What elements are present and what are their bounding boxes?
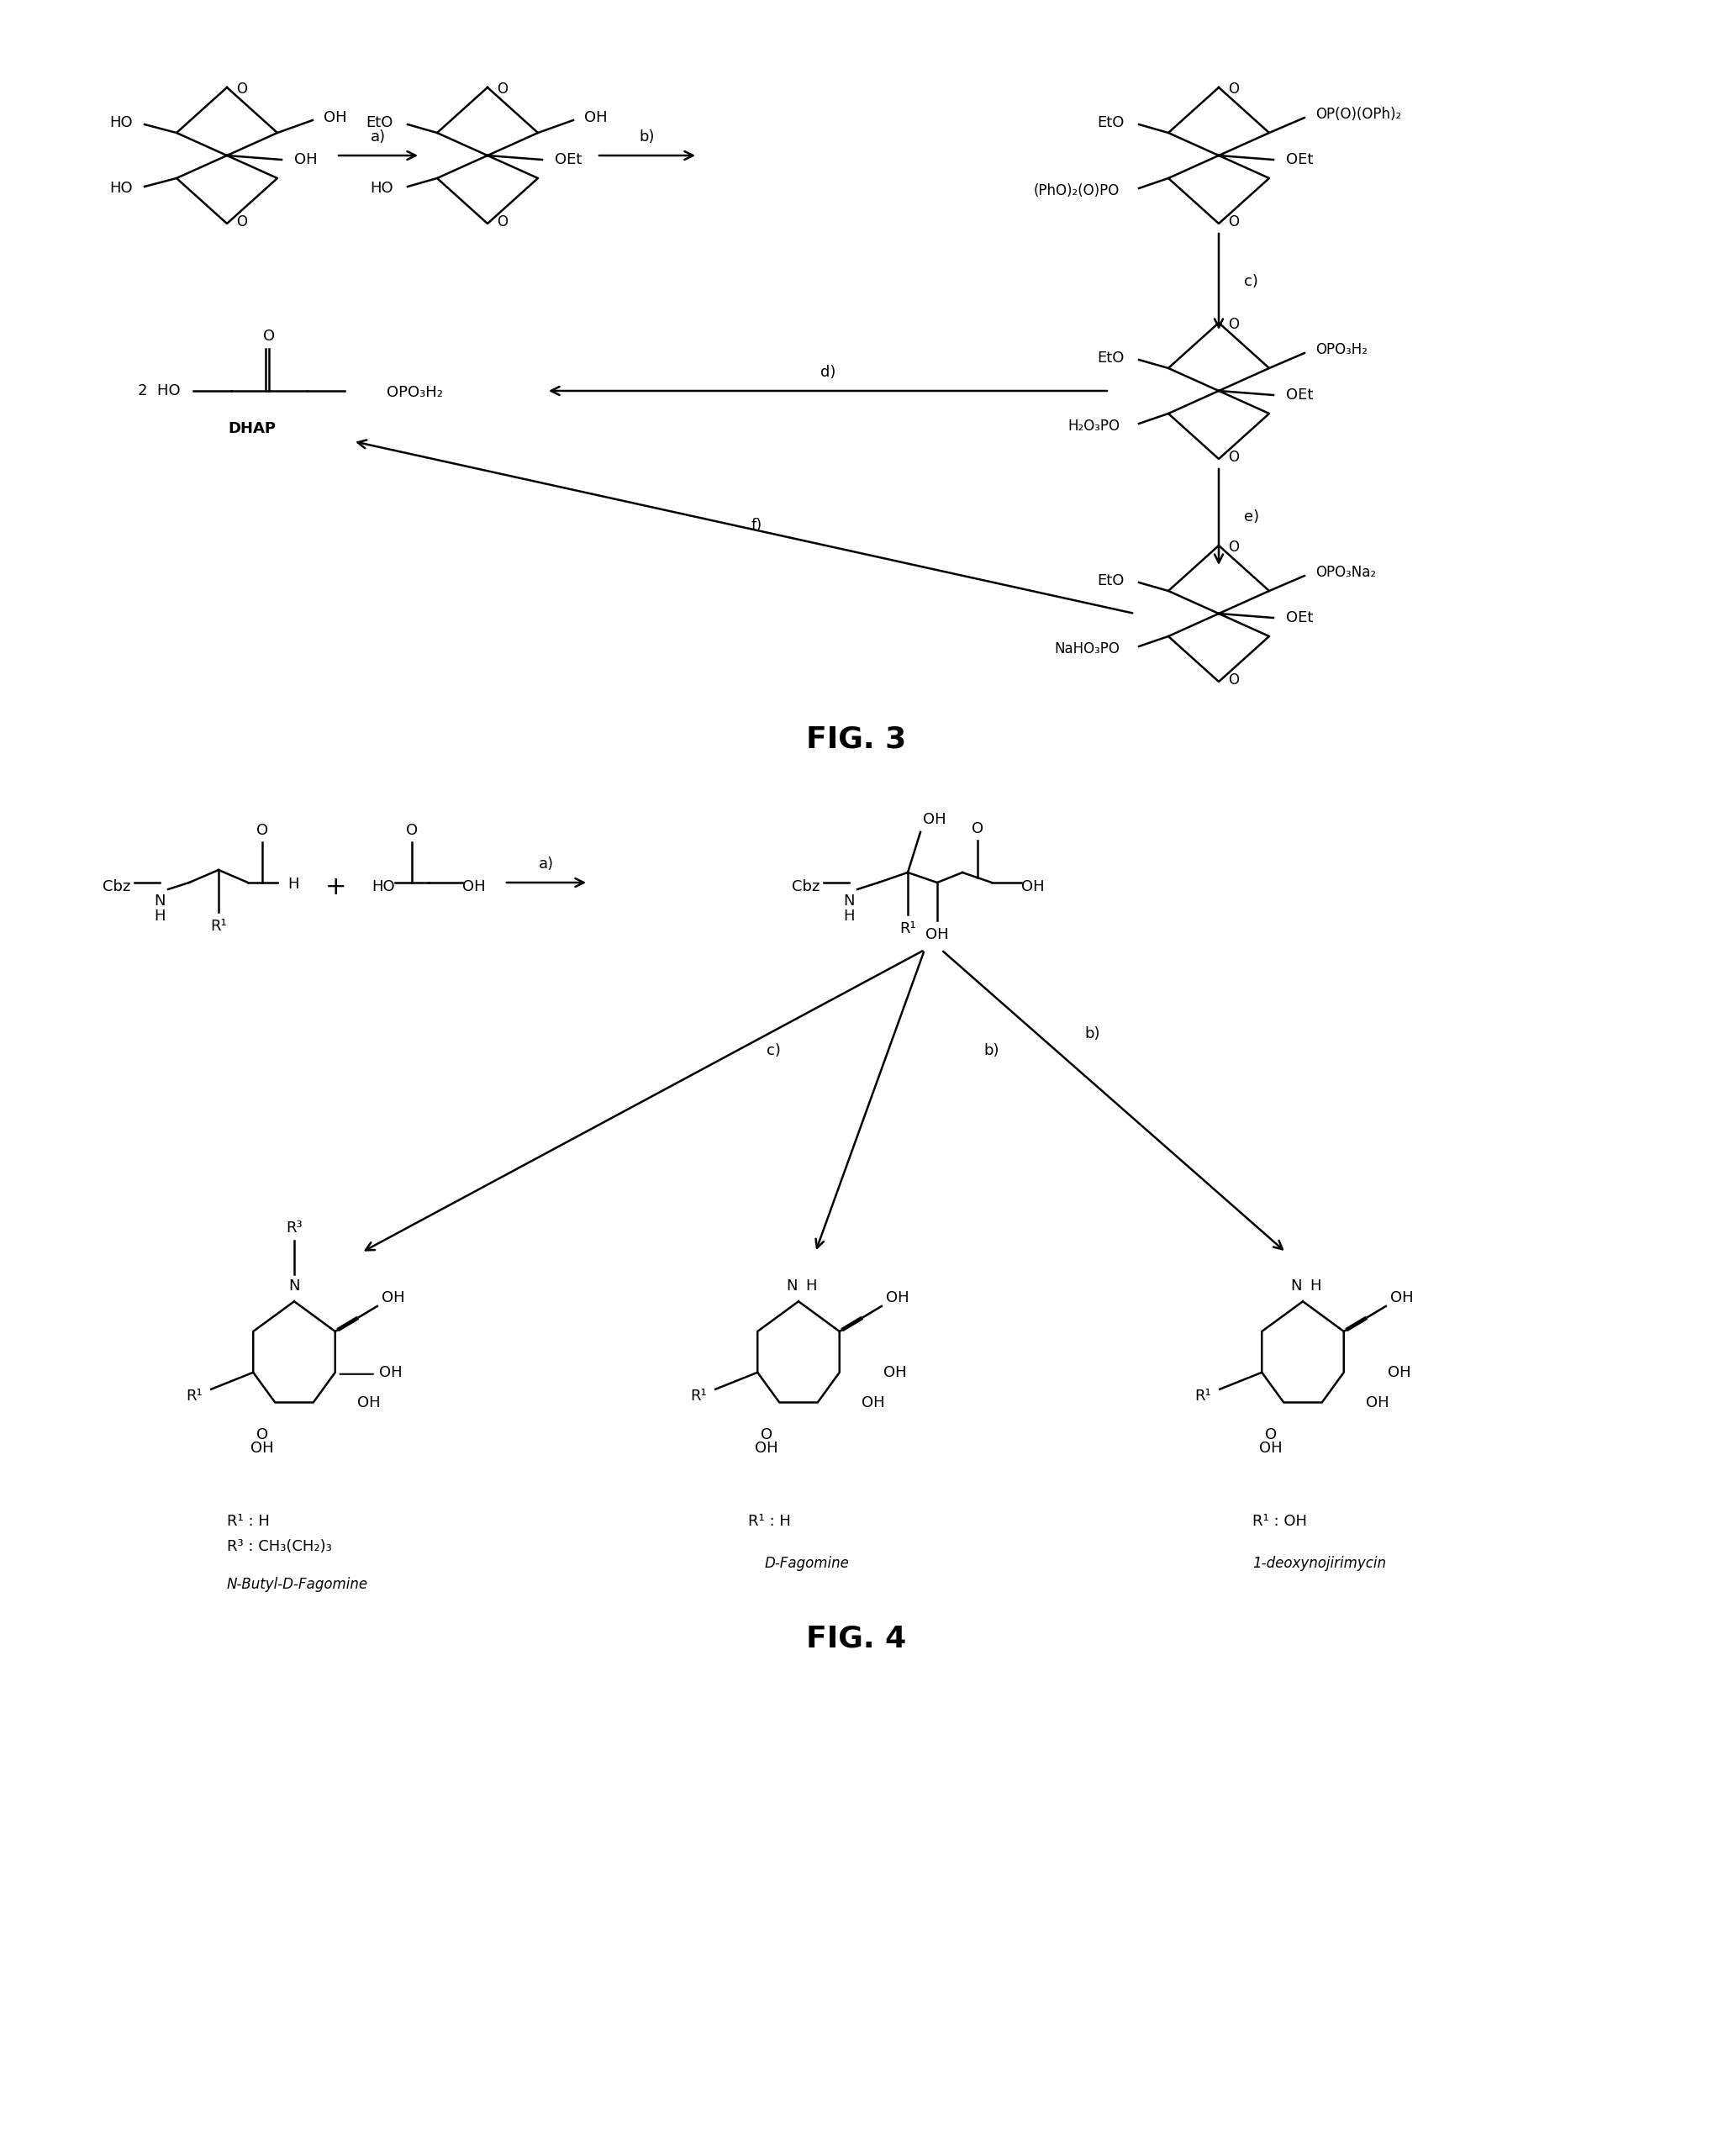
Text: O: O xyxy=(236,82,248,97)
Text: EtO: EtO xyxy=(1098,114,1125,129)
Text: OH: OH xyxy=(295,153,317,168)
Text: Cbz: Cbz xyxy=(791,880,819,895)
Text: H: H xyxy=(805,1279,817,1294)
Text: O: O xyxy=(1228,451,1240,466)
Text: H: H xyxy=(154,908,166,923)
Text: DHAP: DHAP xyxy=(228,420,276,436)
Text: R³: R³ xyxy=(286,1220,303,1235)
Text: N: N xyxy=(154,893,166,908)
Text: O: O xyxy=(1228,673,1240,688)
Text: OH: OH xyxy=(250,1440,274,1455)
Text: O: O xyxy=(1228,539,1240,554)
Text: a): a) xyxy=(538,856,553,871)
Text: N: N xyxy=(1290,1279,1302,1294)
Text: OH: OH xyxy=(886,1289,910,1304)
Text: b): b) xyxy=(983,1044,1000,1059)
Text: f): f) xyxy=(750,517,762,533)
Text: OH: OH xyxy=(1388,1365,1412,1380)
Text: O: O xyxy=(257,1427,269,1442)
Text: OH: OH xyxy=(584,110,608,125)
Text: H: H xyxy=(1310,1279,1321,1294)
Text: N: N xyxy=(288,1279,300,1294)
Text: Cbz: Cbz xyxy=(103,880,130,895)
Text: O: O xyxy=(497,213,509,229)
Text: c): c) xyxy=(1244,274,1257,289)
Text: OH: OH xyxy=(1259,1440,1283,1455)
Text: OH: OH xyxy=(463,880,485,895)
Text: OH: OH xyxy=(379,1365,403,1380)
Text: FIG. 4: FIG. 4 xyxy=(807,1626,906,1654)
Text: OH: OH xyxy=(923,813,946,828)
Text: OPO₃H₂: OPO₃H₂ xyxy=(387,386,444,401)
Text: R¹: R¹ xyxy=(899,921,916,936)
Text: O: O xyxy=(1228,82,1240,97)
Text: OH: OH xyxy=(324,110,346,125)
Text: HO: HO xyxy=(110,181,134,196)
Text: OH: OH xyxy=(755,1440,778,1455)
Text: OPO₃H₂: OPO₃H₂ xyxy=(1316,343,1367,358)
Text: OP(O)(OPh)₂: OP(O)(OPh)₂ xyxy=(1316,108,1401,123)
Text: e): e) xyxy=(1244,509,1259,524)
Text: HO: HO xyxy=(372,880,396,895)
Text: R¹: R¹ xyxy=(1194,1388,1211,1404)
Text: OEt: OEt xyxy=(1286,610,1314,625)
Text: R¹: R¹ xyxy=(211,918,226,934)
Text: EtO: EtO xyxy=(1098,351,1125,367)
Text: O: O xyxy=(761,1427,773,1442)
Text: O: O xyxy=(1266,1427,1276,1442)
Text: R¹: R¹ xyxy=(187,1388,202,1404)
Text: D-Fagomine: D-Fagomine xyxy=(766,1557,850,1572)
Text: O: O xyxy=(264,328,274,343)
Text: OEt: OEt xyxy=(555,153,582,168)
Text: OH: OH xyxy=(925,927,949,942)
Text: O: O xyxy=(406,824,418,839)
Text: OEt: OEt xyxy=(1286,388,1314,403)
Text: (PhO)₂(O)PO: (PhO)₂(O)PO xyxy=(1033,183,1120,198)
Text: O: O xyxy=(257,824,269,839)
Text: N-Butyl-D-Fagomine: N-Butyl-D-Fagomine xyxy=(226,1576,368,1591)
Text: R¹: R¹ xyxy=(690,1388,707,1404)
Text: H: H xyxy=(288,877,298,893)
Text: d): d) xyxy=(821,364,836,379)
Text: b): b) xyxy=(1084,1026,1100,1041)
Text: EtO: EtO xyxy=(1098,573,1125,589)
Text: 1-deoxynojirimycin: 1-deoxynojirimycin xyxy=(1252,1557,1386,1572)
Text: EtO: EtO xyxy=(367,114,394,129)
Text: H₂O₃PO: H₂O₃PO xyxy=(1067,418,1120,433)
Text: OH: OH xyxy=(382,1289,404,1304)
Text: OEt: OEt xyxy=(1286,153,1314,168)
Text: OH: OH xyxy=(862,1395,884,1410)
Text: O: O xyxy=(236,213,248,229)
Text: O: O xyxy=(971,821,983,837)
Text: R³ : CH₃(CH₂)₃: R³ : CH₃(CH₂)₃ xyxy=(226,1539,332,1554)
Text: OH: OH xyxy=(1389,1289,1413,1304)
Text: +: + xyxy=(325,875,348,899)
Text: OH: OH xyxy=(1365,1395,1389,1410)
Text: OH: OH xyxy=(356,1395,380,1410)
Text: OH: OH xyxy=(1021,880,1045,895)
Text: a): a) xyxy=(370,129,385,144)
Text: H: H xyxy=(843,908,855,923)
Text: R¹ : H: R¹ : H xyxy=(749,1514,791,1529)
Text: 2  HO: 2 HO xyxy=(139,384,180,399)
Text: OH: OH xyxy=(884,1365,906,1380)
Text: R¹ : H: R¹ : H xyxy=(226,1514,269,1529)
Text: NaHO₃PO: NaHO₃PO xyxy=(1053,640,1120,655)
Text: N: N xyxy=(786,1279,798,1294)
Text: OPO₃Na₂: OPO₃Na₂ xyxy=(1316,565,1376,580)
Text: R¹ : OH: R¹ : OH xyxy=(1252,1514,1307,1529)
Text: N: N xyxy=(843,893,855,908)
Text: HO: HO xyxy=(110,114,134,129)
Text: O: O xyxy=(1228,317,1240,332)
Text: O: O xyxy=(497,82,509,97)
Text: FIG. 3: FIG. 3 xyxy=(807,724,906,755)
Text: b): b) xyxy=(639,129,654,144)
Text: c): c) xyxy=(766,1044,781,1059)
Text: HO: HO xyxy=(370,181,394,196)
Text: O: O xyxy=(1228,213,1240,229)
